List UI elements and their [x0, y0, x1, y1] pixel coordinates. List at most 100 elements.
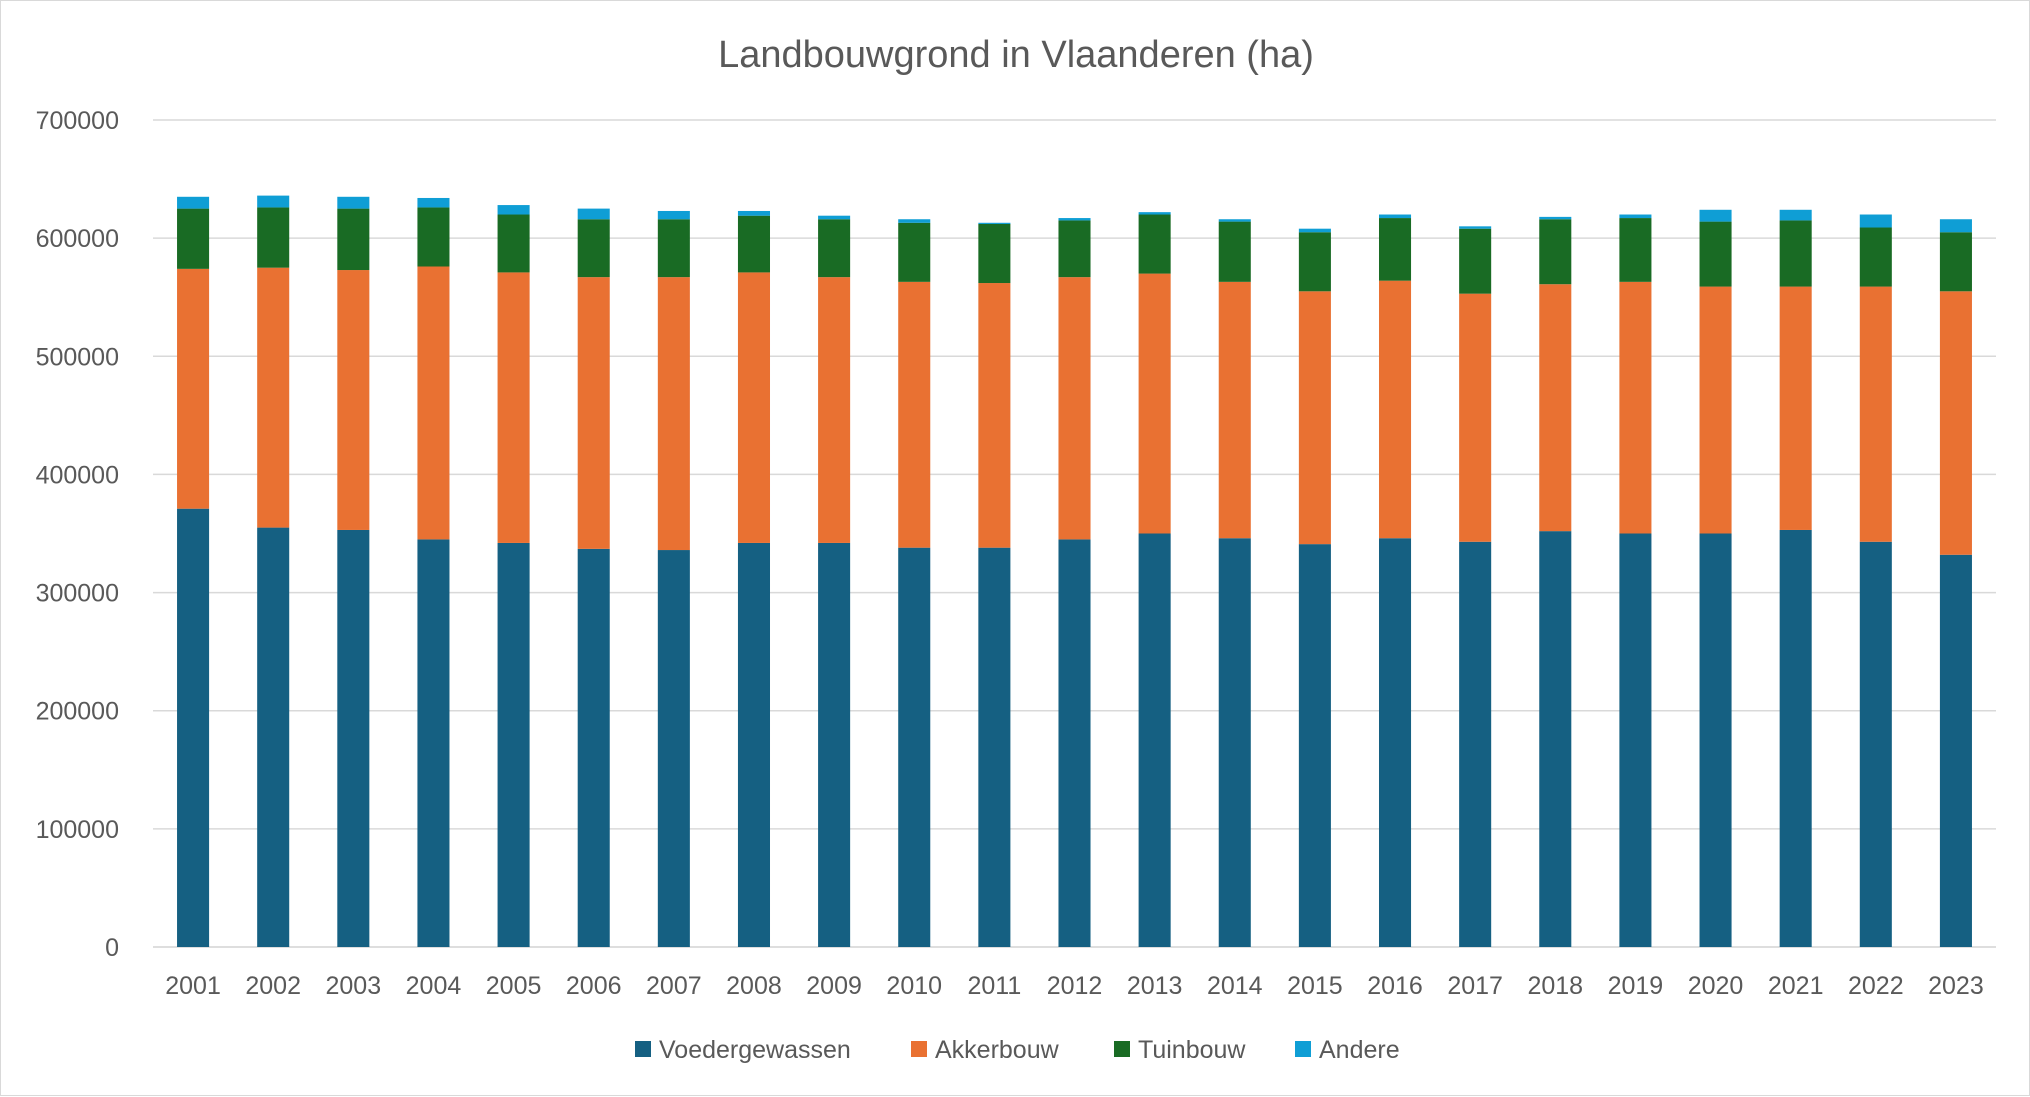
- x-axis-tick-labels: 2001 2002 2003 2004 2005 2006 2007 2008 2009 2010…: [165, 972, 1983, 1000]
- bar-andere-2020: [1699, 209, 1732, 222]
- bar-andere-2016: [1378, 214, 1412, 219]
- bar-akkerbouw-2022: [1859, 286, 1892, 542]
- bar-voedergewassen-2012: [1058, 539, 1091, 947]
- bars: [177, 195, 1972, 947]
- bar-tuinbouw-2010: [898, 222, 931, 282]
- bar-tuinbouw-2013: [1138, 214, 1171, 274]
- bar-tuinbouw-2005: [497, 214, 530, 273]
- bar-andere-2003: [337, 196, 370, 209]
- x-tick-label: 2001: [165, 972, 221, 1000]
- bar-voedergewassen-2020: [1699, 533, 1732, 947]
- bar-voedergewassen-2023: [1939, 554, 1972, 947]
- y-tick-label: 500000: [36, 343, 119, 371]
- bar-andere-2018: [1539, 216, 1572, 220]
- x-tick-label: 2019: [1608, 972, 1664, 1000]
- bar-tuinbouw-2003: [337, 208, 370, 271]
- bar-akkerbouw-2023: [1939, 291, 1972, 555]
- bar-voedergewassen-2011: [978, 547, 1011, 947]
- x-tick-label: 2021: [1768, 972, 1824, 1000]
- bar-voedergewassen-2007: [657, 550, 690, 947]
- y-tick-label: 300000: [36, 580, 119, 608]
- bar-voedergewassen-2002: [257, 527, 290, 947]
- bar-voedergewassen-2017: [1459, 541, 1492, 947]
- x-tick-label: 2023: [1928, 972, 1984, 1000]
- y-tick-label: 400000: [36, 461, 119, 489]
- y-tick-label: 600000: [36, 225, 119, 253]
- x-tick-label: 2018: [1527, 972, 1583, 1000]
- bar-tuinbouw-2002: [257, 207, 290, 268]
- bar-tuinbouw-2014: [1218, 221, 1251, 282]
- bar-andere-2019: [1619, 214, 1652, 219]
- bar-akkerbouw-2015: [1298, 291, 1331, 545]
- bar-tuinbouw-2001: [177, 208, 210, 269]
- x-tick-label: 2007: [646, 972, 702, 1000]
- bar-andere-2015: [1298, 228, 1331, 233]
- bar-akkerbouw-2018: [1539, 284, 1572, 532]
- bar-voedergewassen-2009: [818, 542, 851, 947]
- x-tick-label: 2010: [886, 972, 942, 1000]
- legend-swatch: [1295, 1041, 1311, 1057]
- bar-voedergewassen-2014: [1218, 538, 1251, 947]
- bar-akkerbouw-2020: [1699, 286, 1732, 534]
- y-axis-tick-labels: 0 100000 200000 300000 400000 500000 600000 700…: [36, 107, 119, 962]
- bar-akkerbouw-2016: [1378, 280, 1412, 539]
- x-tick-label: 2008: [726, 972, 782, 1000]
- legend-swatch: [635, 1041, 651, 1057]
- bar-tuinbouw-2012: [1058, 220, 1091, 278]
- y-tick-label: 700000: [36, 107, 119, 135]
- bar-tuinbouw-2007: [657, 219, 690, 278]
- bar-andere-2005: [497, 205, 530, 215]
- bar-voedergewassen-2008: [737, 542, 771, 947]
- bar-akkerbouw-2019: [1619, 281, 1652, 534]
- bar-tuinbouw-2008: [737, 215, 771, 273]
- bar-akkerbouw-2002: [257, 267, 290, 528]
- bar-voedergewassen-2013: [1138, 533, 1171, 947]
- y-tick-label: 0: [105, 934, 119, 962]
- legend-label: Akkerbouw: [935, 1036, 1060, 1064]
- bar-voedergewassen-2006: [577, 548, 610, 947]
- bar-andere-2013: [1138, 212, 1171, 215]
- bar-voedergewassen-2019: [1619, 533, 1652, 947]
- bar-tuinbouw-2006: [577, 219, 610, 278]
- x-tick-label: 2015: [1287, 972, 1343, 1000]
- legend-label: Andere: [1319, 1036, 1400, 1064]
- legend-item-andere: Andere: [1295, 1036, 1400, 1064]
- x-tick-label: 2012: [1047, 972, 1103, 1000]
- bar-voedergewassen-2016: [1378, 538, 1412, 947]
- x-tick-label: 2022: [1848, 972, 1904, 1000]
- bar-akkerbouw-2001: [177, 268, 210, 509]
- bar-tuinbouw-2015: [1298, 232, 1331, 292]
- bar-tuinbouw-2016: [1378, 218, 1412, 281]
- x-tick-label: 2020: [1688, 972, 1744, 1000]
- bar-akkerbouw-2009: [818, 277, 851, 543]
- bar-voedergewassen-2018: [1539, 531, 1572, 947]
- bar-akkerbouw-2010: [898, 281, 931, 548]
- y-tick-label: 100000: [36, 816, 119, 844]
- legend-item-voedergewassen: Voedergewassen: [635, 1036, 851, 1064]
- bar-akkerbouw-2008: [737, 272, 771, 543]
- bar-voedergewassen-2021: [1779, 529, 1812, 947]
- x-tick-label: 2016: [1367, 972, 1423, 1000]
- legend-label: Tuinbouw: [1138, 1036, 1246, 1064]
- legend-swatch: [911, 1041, 927, 1057]
- bar-akkerbouw-2011: [978, 283, 1011, 548]
- bar-voedergewassen-2022: [1859, 541, 1892, 947]
- bar-andere-2007: [657, 210, 690, 220]
- bar-voedergewassen-2004: [417, 539, 450, 947]
- bar-voedergewassen-2003: [337, 529, 370, 947]
- bar-andere-2011: [978, 222, 1011, 224]
- bar-andere-2010: [898, 219, 931, 223]
- bar-akkerbouw-2003: [337, 270, 370, 530]
- x-tick-label: 2013: [1127, 972, 1183, 1000]
- bar-andere-2009: [818, 215, 851, 220]
- bar-andere-2022: [1859, 214, 1892, 228]
- bar-andere-2006: [577, 208, 610, 220]
- bar-andere-2008: [737, 210, 771, 216]
- bar-andere-2021: [1779, 209, 1812, 221]
- bar-akkerbouw-2007: [657, 277, 690, 551]
- bar-andere-2017: [1459, 226, 1492, 229]
- bar-voedergewassen-2005: [497, 542, 530, 947]
- legend: Voedergewassen Akkerbouw Tuinbouw Andere: [635, 1036, 1400, 1064]
